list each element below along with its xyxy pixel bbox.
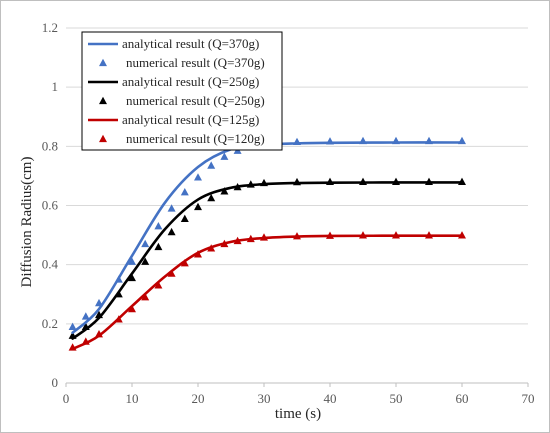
legend-marker-swatch [99, 58, 107, 67]
data-point-marker [194, 173, 202, 181]
data-point-marker [167, 227, 176, 236]
data-point-marker [167, 269, 176, 277]
y-axis-title: Diffusion Radius(cm) [19, 157, 35, 288]
data-point-marker [128, 257, 136, 265]
data-point-marker [207, 193, 216, 202]
series-numerical-result-q-250g [68, 177, 466, 339]
x-tick-label: 20 [192, 391, 205, 406]
legend-entry-label: numerical result (Q=120g) [126, 131, 265, 146]
data-point-marker [141, 293, 150, 301]
y-tick-label: 1 [52, 79, 59, 94]
series-numerical-result-q-120g [68, 231, 466, 351]
plot-area [68, 136, 466, 351]
legend-entry-label: analytical result (Q=250g) [122, 74, 259, 89]
data-point-marker [180, 214, 189, 222]
y-tick-label: 0 [52, 375, 59, 390]
data-point-marker [141, 239, 150, 248]
data-point-marker [154, 281, 163, 289]
y-tick-labels: 0 0.2 0.4 0.6 0.8 1 1.2 [42, 20, 59, 390]
legend-entry-label: numerical result (Q=370g) [126, 55, 265, 70]
data-point-marker [194, 202, 202, 211]
series-line-analytical-result-q-250g [71, 181, 464, 340]
x-tick-label: 30 [258, 391, 271, 406]
y-tick-label: 0.4 [42, 257, 59, 272]
data-point-marker [154, 222, 163, 230]
data-point-marker [220, 187, 229, 195]
x-tick-label: 60 [456, 391, 469, 406]
y-tick-label: 1.2 [42, 20, 58, 35]
data-point-marker [220, 152, 229, 160]
x-tick-label: 40 [324, 391, 337, 406]
y-tick-label: 0.8 [42, 138, 58, 153]
x-tick-label: 10 [126, 391, 139, 406]
data-point-marker [154, 242, 163, 251]
data-point-marker [141, 257, 150, 265]
data-point-marker [128, 304, 136, 313]
data-point-marker [81, 312, 90, 320]
legend-marker-swatch [99, 134, 107, 143]
data-point-marker [68, 322, 77, 330]
x-axis-title: time (s) [275, 406, 321, 422]
data-point-marker [180, 187, 189, 196]
legend-box [81, 31, 283, 151]
series-line-analytical-result-q-125g [71, 234, 464, 351]
legend-entry-label: analytical result (Q=125g) [122, 112, 259, 127]
legend-entry-label: numerical result (Q=250g) [126, 93, 265, 108]
data-point-marker [128, 273, 136, 282]
y-tick-label: 0.6 [42, 198, 59, 213]
series-numerical-result-q-370g [68, 136, 466, 330]
legend-marker-swatch [99, 96, 107, 105]
x-tick-labels: 0 10 20 30 40 50 60 70 [63, 391, 535, 406]
data-point-marker [167, 204, 176, 212]
axes [65, 382, 529, 387]
x-tick-label: 70 [522, 391, 535, 406]
legend-entry-label: analytical result (Q=370g) [122, 36, 259, 51]
y-tick-label: 0.2 [42, 316, 58, 331]
x-tick-label: 50 [390, 391, 403, 406]
data-point-marker [207, 161, 216, 169]
legend: analytical result (Q=370g) numerical resu… [81, 31, 283, 151]
x-tick-label: 0 [63, 391, 70, 406]
